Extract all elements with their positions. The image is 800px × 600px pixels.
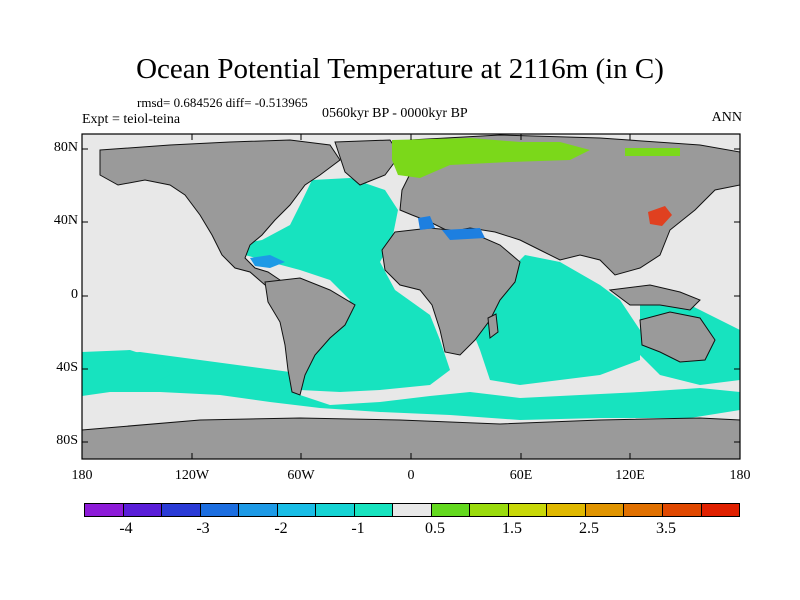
season-label: ANN [711,110,742,125]
x-tick-label: 180 [71,468,93,483]
antarctica [81,417,741,460]
colorbar [84,503,740,517]
east-asia-hot-patch [648,206,672,226]
colorbar-label: -1 [351,520,365,537]
period-label: 0560kyr BP - 0000kyr BP [322,106,468,121]
colorbar-label: -4 [119,520,133,537]
caribbean-cold [250,255,285,268]
colorbar-cell [393,504,432,516]
x-tick-label: 60E [509,468,533,483]
land-masses [81,134,741,460]
madagascar [487,313,499,339]
arctic-warm-patch [392,138,590,178]
pacific-cyan-west [82,350,170,385]
colorbar-cell [123,504,163,516]
tick-marks [81,134,741,459]
atlantic-ocean-cyan [235,178,450,392]
colorbar-cell [585,504,625,516]
x-tick-label: 60W [287,468,315,483]
colorbar-cell [547,504,586,516]
colorbar-cell [239,504,278,516]
australia [639,311,716,363]
colorbar-cell [200,504,240,516]
south-america [264,277,356,396]
experiment-label: Expt = teiol-teina [82,112,181,127]
map-title: Ocean Potential Temperature at 2116m (in… [136,53,664,85]
africa [381,227,521,356]
colorbar-cell [508,504,548,516]
colorbar-label: -2 [274,520,288,537]
colorbar-cell [662,504,702,516]
colorbar-cell [162,504,201,516]
y-tick-label: 80N [53,140,78,155]
y-tick-label: 0 [71,287,78,302]
arctic-warm-small [625,148,680,156]
colorbar-label: 3.5 [656,520,676,537]
colorbar-label: 0.5 [425,520,445,537]
colorbar-cell [470,504,509,516]
y-tick-label: 40N [53,213,78,228]
colorbar-cell [85,504,124,516]
greenland [334,139,401,186]
colorbar-cell [277,504,317,516]
y-tick-label: 80S [56,433,78,448]
mediterranean-cold [418,216,485,240]
stats-text: rmsd= 0.684526 diff= -0.513965 [137,95,308,110]
maritime-continent [608,284,701,311]
x-tick-label: 0 [407,468,415,483]
colorbar-cell [624,504,663,516]
southern-ocean-band [82,352,740,420]
x-tick-label: 120E [615,468,645,483]
north-america [99,139,341,293]
colorbar-label: 1.5 [502,520,522,537]
colorbar-cell [316,504,355,516]
colorbar-label: 2.5 [579,520,599,537]
colorbar-cell [354,504,394,516]
colorbar-label: -3 [196,520,210,537]
x-tick-label: 180 [729,468,751,483]
colorbar-cell [701,504,740,516]
colorbar-cell [431,504,471,516]
indian-ocean-cyan [470,255,640,385]
x-tick-label: 120W [174,468,210,483]
y-tick-label: 40S [56,360,78,375]
